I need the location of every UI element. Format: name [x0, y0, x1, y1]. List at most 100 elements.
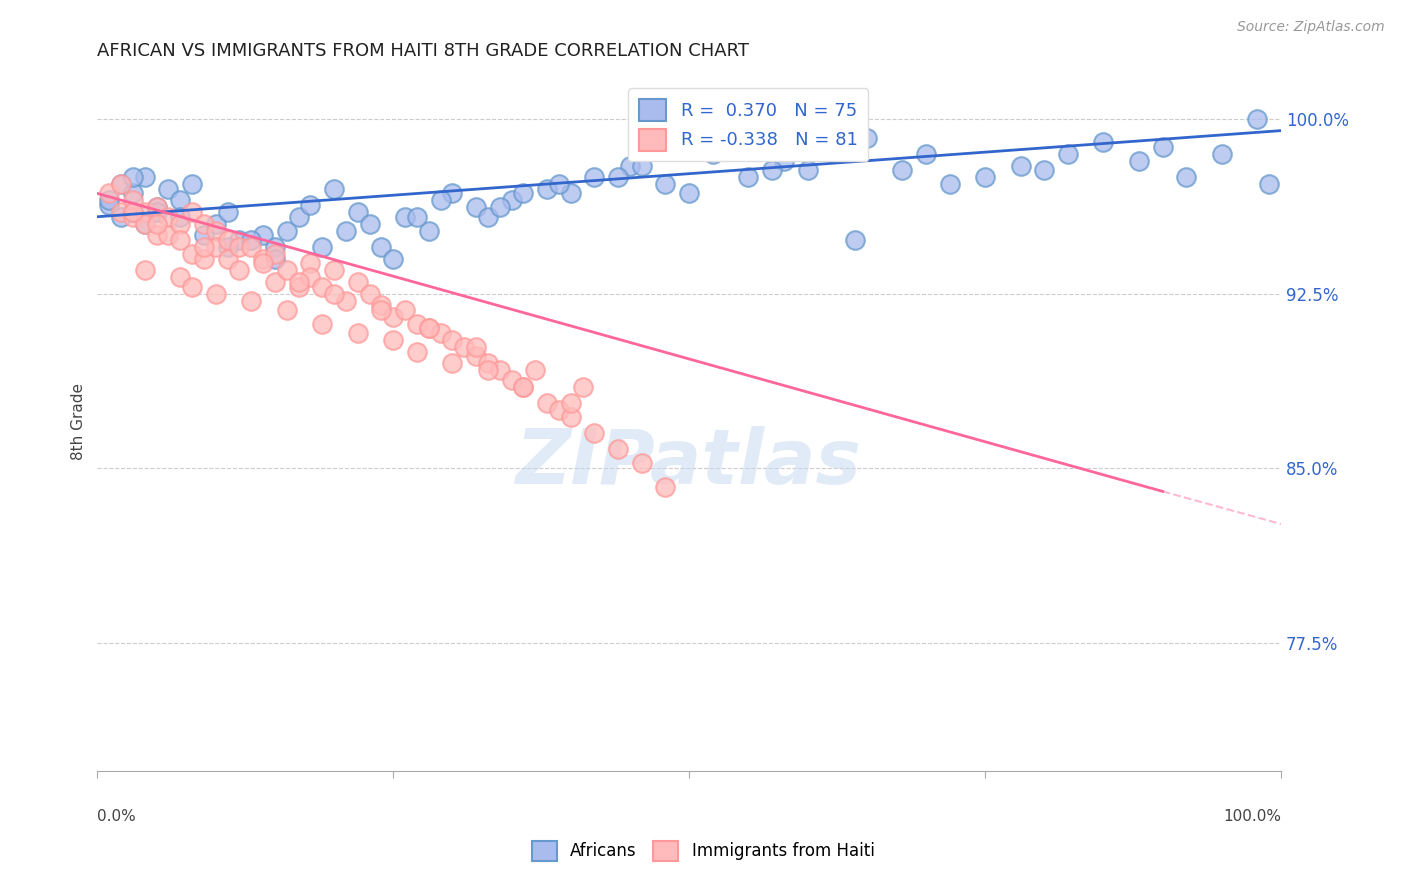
Point — [252, 228, 274, 243]
Point — [619, 159, 641, 173]
Point — [193, 228, 215, 243]
Point — [560, 186, 582, 201]
Point — [311, 279, 333, 293]
Point — [382, 333, 405, 347]
Point — [264, 275, 287, 289]
Point — [654, 480, 676, 494]
Point — [1175, 170, 1198, 185]
Legend: R =  0.370   N = 75, R = -0.338   N = 81: R = 0.370 N = 75, R = -0.338 N = 81 — [628, 88, 869, 161]
Point — [418, 224, 440, 238]
Point — [346, 275, 368, 289]
Point — [630, 159, 652, 173]
Point — [501, 373, 523, 387]
Point — [501, 194, 523, 208]
Point — [98, 186, 121, 201]
Point — [1033, 163, 1056, 178]
Point — [382, 310, 405, 324]
Point — [299, 198, 322, 212]
Point — [204, 217, 226, 231]
Point — [299, 270, 322, 285]
Point — [98, 198, 121, 212]
Point — [193, 240, 215, 254]
Point — [145, 228, 167, 243]
Point — [465, 201, 488, 215]
Point — [311, 240, 333, 254]
Point — [406, 317, 429, 331]
Point — [1128, 153, 1150, 168]
Text: 0.0%: 0.0% — [97, 809, 136, 824]
Point — [370, 302, 392, 317]
Point — [418, 321, 440, 335]
Point — [240, 293, 263, 308]
Point — [737, 170, 759, 185]
Point — [418, 321, 440, 335]
Point — [548, 403, 571, 417]
Point — [287, 279, 309, 293]
Point — [1246, 112, 1268, 126]
Point — [761, 163, 783, 178]
Point — [204, 224, 226, 238]
Point — [264, 247, 287, 261]
Point — [169, 210, 191, 224]
Point — [276, 263, 298, 277]
Point — [536, 182, 558, 196]
Point — [429, 194, 451, 208]
Point — [630, 457, 652, 471]
Point — [264, 240, 287, 254]
Point — [110, 177, 132, 191]
Point — [204, 286, 226, 301]
Point — [335, 293, 357, 308]
Legend: Africans, Immigrants from Haiti: Africans, Immigrants from Haiti — [524, 834, 882, 868]
Point — [607, 442, 630, 457]
Point — [169, 217, 191, 231]
Point — [512, 186, 534, 201]
Point — [145, 201, 167, 215]
Point — [134, 170, 156, 185]
Point — [583, 426, 606, 441]
Point — [121, 205, 143, 219]
Point — [110, 210, 132, 224]
Point — [181, 247, 204, 261]
Point — [228, 263, 250, 277]
Point — [346, 205, 368, 219]
Point — [583, 170, 606, 185]
Point — [477, 356, 499, 370]
Point — [217, 233, 239, 247]
Point — [844, 233, 866, 247]
Point — [121, 194, 143, 208]
Point — [855, 130, 877, 145]
Point — [157, 210, 180, 224]
Point — [429, 326, 451, 340]
Point — [145, 205, 167, 219]
Point — [252, 256, 274, 270]
Text: 100.0%: 100.0% — [1223, 809, 1281, 824]
Point — [394, 302, 416, 317]
Point — [121, 205, 143, 219]
Point — [145, 217, 167, 231]
Point — [560, 409, 582, 424]
Point — [169, 194, 191, 208]
Point — [406, 210, 429, 224]
Point — [560, 396, 582, 410]
Point — [441, 356, 464, 370]
Point — [820, 140, 842, 154]
Point — [441, 186, 464, 201]
Point — [346, 326, 368, 340]
Point — [121, 186, 143, 201]
Point — [488, 201, 510, 215]
Point — [287, 210, 309, 224]
Point — [204, 240, 226, 254]
Point — [134, 263, 156, 277]
Point — [217, 205, 239, 219]
Point — [370, 298, 392, 312]
Point — [512, 379, 534, 393]
Point — [157, 182, 180, 196]
Point — [110, 205, 132, 219]
Point — [217, 252, 239, 266]
Point — [169, 270, 191, 285]
Point — [335, 224, 357, 238]
Point — [134, 217, 156, 231]
Point — [394, 210, 416, 224]
Point — [1152, 140, 1174, 154]
Point — [240, 233, 263, 247]
